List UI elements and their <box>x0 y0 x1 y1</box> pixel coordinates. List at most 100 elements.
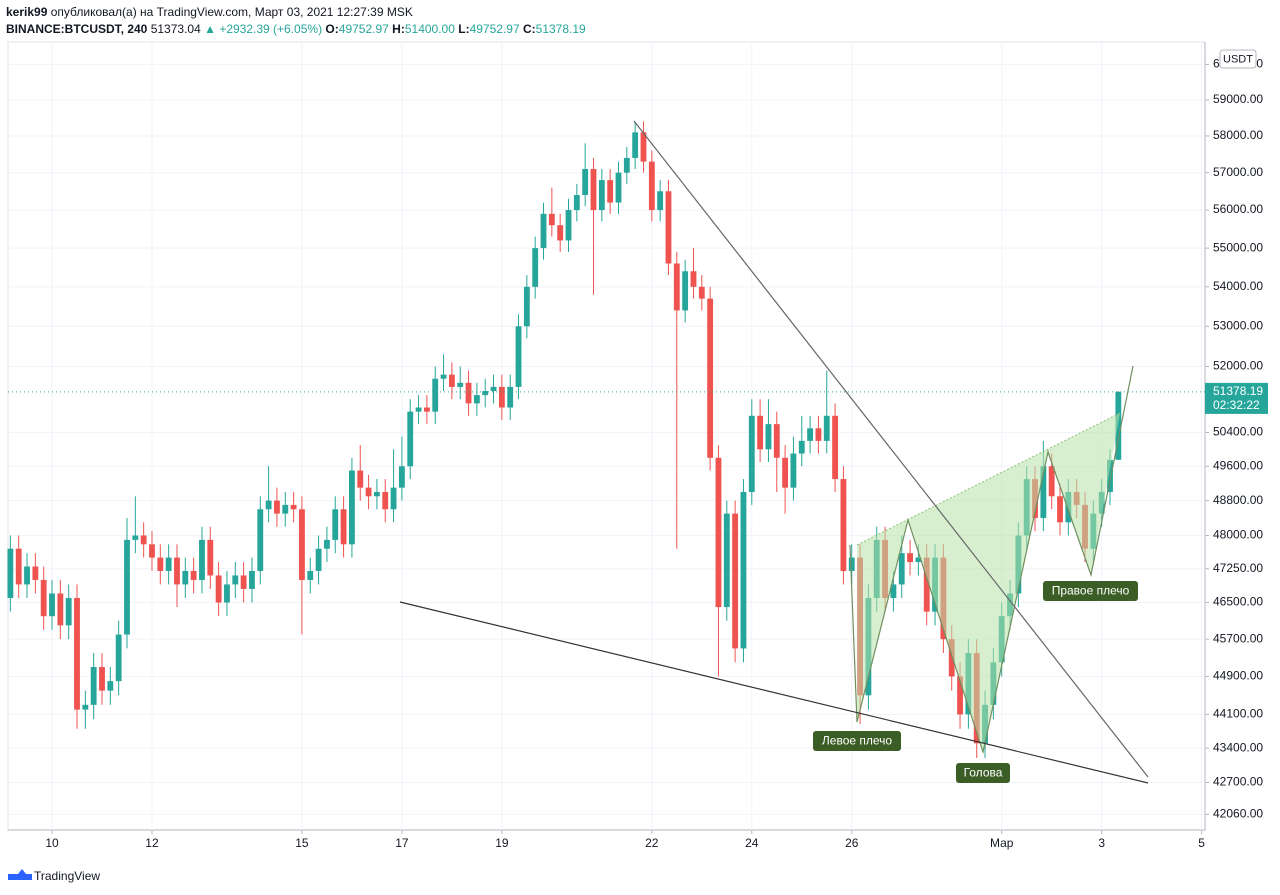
candle-body <box>365 487 372 497</box>
currency-badge <box>1219 49 1257 69</box>
pattern-fill <box>857 413 1120 752</box>
candle-body <box>32 566 39 580</box>
candle-body <box>707 298 714 458</box>
header-line: BINANCE:BTCUSDT, 240 51373.04 ▲ +2932.39… <box>6 21 586 38</box>
candle-body <box>948 639 955 677</box>
annotation: Левое плечо <box>822 734 892 748</box>
candle-body <box>299 509 305 580</box>
candle-body <box>782 457 789 488</box>
candle-body <box>315 548 322 571</box>
candle-body <box>598 180 605 211</box>
y-tick-label: 42060.00 <box>1213 807 1263 821</box>
candle-body <box>257 509 264 571</box>
plot-frame <box>7 41 1206 831</box>
candle-body <box>507 386 514 408</box>
x-tick-label: 26 <box>845 836 859 850</box>
o-value: 49752.97 <box>338 22 389 36</box>
candle-body <box>473 395 480 404</box>
change: ▲ +2932.39 (+6.05%) <box>204 22 323 36</box>
candle-body <box>698 286 705 299</box>
candle-body <box>732 513 739 649</box>
y-tick-label: 57000.00 <box>1213 165 1263 179</box>
candle-body <box>1115 391 1122 460</box>
y-tick-label: 48000.00 <box>1213 528 1263 542</box>
candle-body <box>515 326 522 387</box>
annotation-box <box>813 731 901 751</box>
y-tick-label: 55000.00 <box>1213 240 1263 254</box>
candle-body <box>623 157 630 173</box>
candle-body <box>798 440 805 454</box>
candle-body <box>832 415 839 480</box>
y-tick-label: 47250.00 <box>1213 561 1263 575</box>
candle-body <box>82 704 89 710</box>
candle-body <box>207 539 214 576</box>
published: опубликовал(а) на TradingView.com, Март … <box>50 5 413 19</box>
y-tick-label: 48800.00 <box>1213 493 1263 507</box>
price: 51373.04 <box>150 22 201 36</box>
candle-body <box>423 407 430 412</box>
author: kerik99 <box>6 5 48 19</box>
candle-body <box>632 132 639 158</box>
l-label: L: <box>458 22 470 36</box>
candle-body <box>357 470 364 488</box>
y-tick-label: 42700.00 <box>1213 775 1263 789</box>
candle-body <box>415 407 422 412</box>
y-tick-label: 53000.00 <box>1213 318 1263 332</box>
l-value: 49752.97 <box>469 22 520 36</box>
candle-body <box>324 539 330 549</box>
candle-body <box>490 386 497 392</box>
annotation-box <box>956 763 1010 783</box>
annotation-box <box>1043 581 1138 601</box>
y-tick-label: 45700.00 <box>1213 631 1263 645</box>
candle-body <box>573 195 580 211</box>
candle-body <box>715 457 722 608</box>
candle-body <box>432 378 439 412</box>
candle-body <box>390 487 397 510</box>
candle-body <box>265 500 272 510</box>
candle-body <box>590 168 597 211</box>
candle-body <box>107 681 114 691</box>
candle-body <box>190 570 197 580</box>
candle-body <box>90 667 97 705</box>
y-tick-label: 44900.00 <box>1213 669 1263 683</box>
y-tick-label: 46500.00 <box>1213 595 1263 609</box>
x-tick-label: 12 <box>145 836 159 850</box>
candle-body <box>523 286 530 327</box>
y-tick-label: 58000.00 <box>1213 128 1263 142</box>
candle-body <box>465 382 472 404</box>
c-value: 51378.19 <box>535 22 586 36</box>
candle-body <box>157 557 164 571</box>
candle-body <box>582 168 589 196</box>
candle-body <box>682 271 689 311</box>
candle-body <box>1057 496 1063 523</box>
y-tick-label: 52000.00 <box>1213 359 1263 373</box>
candle-body <box>557 225 564 241</box>
x-tick-label: 10 <box>45 836 59 850</box>
candle-body <box>915 557 922 563</box>
candle-body <box>540 213 547 249</box>
candle-body <box>49 593 55 617</box>
candle-body <box>890 584 897 598</box>
candle-body <box>548 213 555 226</box>
candle-body <box>332 509 339 540</box>
header-line: kerik99 опубликовал(а) на TradingView.co… <box>6 4 586 21</box>
annotation: Правое плечо <box>1052 584 1130 598</box>
x-tick-label: Мар <box>990 836 1014 850</box>
candle-body <box>848 557 855 571</box>
candle-body <box>448 374 455 387</box>
candle-body <box>307 570 314 580</box>
candle-body <box>149 544 155 558</box>
logo: TradingView <box>34 869 101 883</box>
candle-body <box>823 415 830 441</box>
candle-body <box>132 535 139 540</box>
candle-body <box>648 161 655 211</box>
candle-body <box>115 634 122 682</box>
candle-body <box>457 382 464 387</box>
trend-line-lower <box>399 601 1149 784</box>
candle-body <box>15 548 22 585</box>
y-tick-label: 56000.00 <box>1213 202 1263 216</box>
candle-body <box>898 553 905 585</box>
candle-body <box>1048 466 1055 497</box>
